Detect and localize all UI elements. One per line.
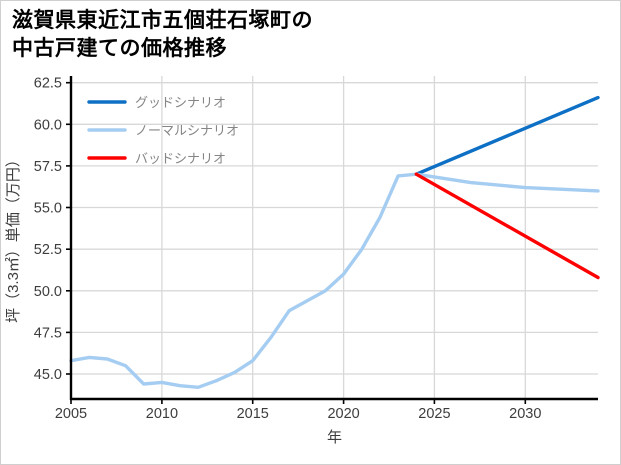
series-line-normal-scenario (69, 172, 600, 389)
y-tick-label: 52.5 (34, 242, 62, 258)
x-tick-label: 2005 (55, 406, 87, 422)
y-tick-label: 55.0 (34, 201, 62, 217)
y-tick-label: 47.5 (34, 325, 62, 341)
legend-label-good-scenario: グッドシナリオ (135, 95, 226, 110)
y-axis-label: 坪（3.3㎡）単価（万円） (5, 152, 22, 323)
y-tick-label: 45.0 (34, 367, 62, 383)
y-tick-label: 62.5 (34, 76, 62, 92)
x-axis-label: 年 (327, 429, 342, 446)
x-tick-label: 2025 (418, 406, 450, 422)
x-tick-label: 2020 (327, 406, 359, 422)
chart-title-line1: 滋賀県東近江市五個荘石塚町の (12, 9, 313, 32)
y-tick-label: 50.0 (34, 284, 62, 300)
y-tick-label: 60.0 (34, 117, 62, 133)
x-tick-label: 2015 (237, 406, 269, 422)
x-tick-label: 2010 (146, 406, 178, 422)
y-tick-label: 57.5 (34, 159, 62, 175)
chart-title: 滋賀県東近江市五個荘石塚町の 中古戸建ての価格推移 (12, 7, 313, 63)
series-line-good-scenario (414, 95, 600, 176)
legend-label-normal-scenario: ノーマルシナリオ (135, 123, 239, 138)
series-line-bad-scenario (414, 172, 600, 280)
legend-label-bad-scenario: バッドシナリオ (135, 151, 226, 166)
chart-title-line2: 中古戸建ての価格推移 (12, 37, 227, 60)
x-tick-label: 2030 (509, 406, 541, 422)
